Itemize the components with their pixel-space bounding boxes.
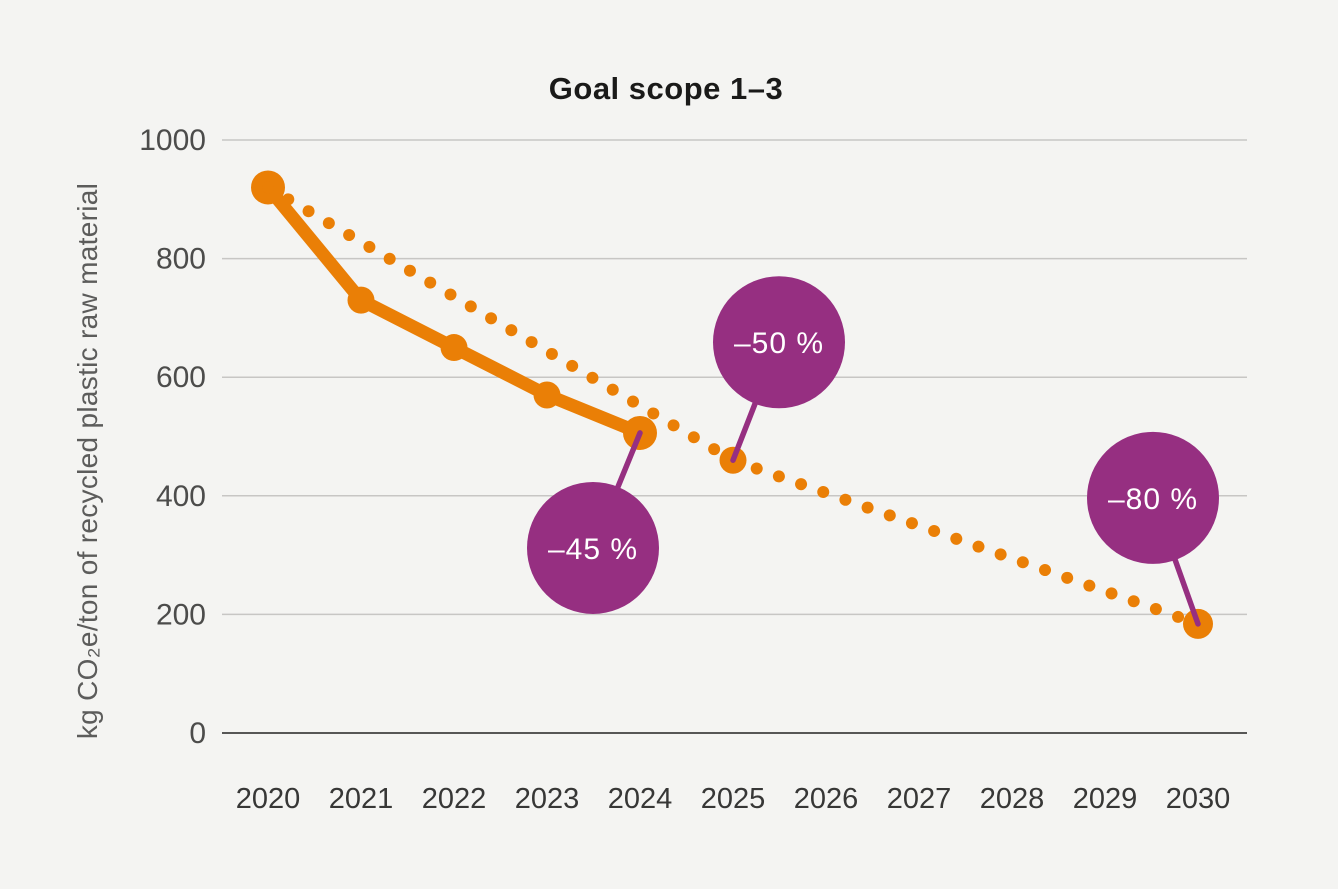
goal-line [262, 181, 1204, 630]
x-tick-label: 2022 [422, 783, 487, 815]
x-tick-label: 2021 [329, 783, 394, 815]
grid-layer [222, 139, 1247, 734]
x-tick-label: 2020 [236, 783, 301, 815]
x-tick-label: 2029 [1073, 783, 1138, 815]
annotation-label: –80 % [1108, 483, 1198, 516]
y-axis-label: kg CO₂e/ton of recycled plastic raw mate… [72, 183, 103, 739]
y-tick-label: 600 [156, 361, 206, 394]
y-tick-label: 400 [156, 480, 206, 513]
x-tick-label: 2024 [608, 783, 673, 815]
tick-layer: 0 200 400 600 800 1000 2020 2021 2022 2023 2024 202… [139, 124, 1230, 815]
y-tick-label: 800 [156, 243, 206, 276]
annotation-circle [713, 276, 845, 409]
x-tick-label: 2023 [515, 783, 580, 815]
annotation-badge: –80 % [1087, 431, 1219, 627]
data-point-marker [440, 334, 468, 362]
annotation-label: –50 % [734, 327, 824, 360]
series-layer [251, 170, 1213, 639]
annotation-label: –45 % [548, 533, 638, 566]
chart-title: Goal scope 1–3 [549, 71, 783, 106]
annotation-circle [1087, 431, 1219, 564]
x-tick-label: 2027 [887, 783, 952, 815]
x-tick-label: 2025 [701, 783, 766, 815]
x-tick-label: 2028 [980, 783, 1045, 815]
data-point-marker [533, 381, 561, 409]
y-tick-label: 0 [189, 717, 206, 750]
x-tick-label: 2026 [794, 783, 859, 815]
annotation-badge: –45 % [527, 430, 659, 614]
annotation-circle [527, 481, 659, 614]
annotation-badge: –50 % [713, 276, 845, 463]
y-tick-label: 1000 [139, 124, 206, 157]
x-tick-label: 2030 [1166, 783, 1231, 815]
data-point-marker [347, 286, 375, 314]
y-tick-label: 200 [156, 598, 206, 631]
annotation-layer: –45 % –50 % –80 % [527, 276, 1219, 627]
